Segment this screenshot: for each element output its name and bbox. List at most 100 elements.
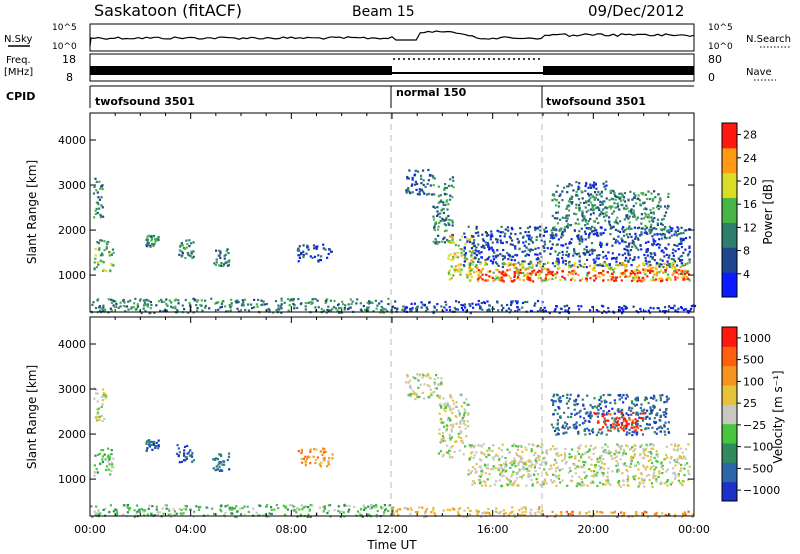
echo-cell-0-1-30: [97, 248, 101, 252]
echo-cell-1-11-199: [648, 478, 651, 482]
echo-cell-0-6-218: [196, 307, 199, 310]
echo-cell-0-15-240: [575, 206, 578, 209]
echo-cell-0-4-22: [227, 252, 230, 255]
echo-cell-1-6-219: [115, 510, 118, 513]
echo-cell-0-5-8: [307, 248, 310, 251]
echo-cell-0-13-216: [573, 264, 576, 267]
echo-cell-0-10-42: [437, 185, 440, 188]
echo-cell-1-11-468: [617, 445, 621, 448]
echo-cell-1-12-139: [636, 422, 639, 426]
echo-cell-0-6-227: [355, 302, 358, 305]
echo-cell-1-8-12: [658, 515, 661, 518]
echo-cell-0-10-70: [448, 198, 452, 201]
echo-cell-0-14-24: [678, 269, 681, 272]
nave-tick-bottom: 0: [708, 71, 715, 84]
echo-cell-0-12-140: [578, 255, 581, 258]
echo-cell-0-0-10: [99, 187, 102, 190]
echo-cell-1-11-292: [561, 479, 564, 482]
echo-cell-0-12-8: [623, 234, 626, 237]
echo-cell-0-15-116: [636, 197, 639, 200]
echo-cell-0-13-66: [644, 273, 647, 276]
echo-cell-0-7-114: [496, 300, 499, 303]
echo-cell-0-12-556: [650, 252, 653, 255]
echo-cell-1-11-29: [673, 444, 677, 448]
echo-cell-0-14-75: [510, 280, 513, 283]
echo-cell-0-13-17: [617, 264, 620, 267]
echo-cell-1-13-38: [623, 417, 626, 420]
echo-cell-0-15-247: [662, 217, 665, 220]
echo-cell-1-11-431: [611, 457, 614, 460]
echo-cell-1-6-6: [345, 504, 348, 507]
echo-cell-0-15-256: [613, 191, 616, 194]
echo-cell-0-11-24: [468, 250, 471, 253]
echo-cell-1-3-18: [178, 461, 181, 464]
echo-cell-1-5-36: [318, 463, 321, 466]
echo-cell-0-6-250: [320, 307, 323, 311]
echo-cell-0-12-423: [659, 233, 662, 236]
echo-cell-1-6-62: [173, 514, 176, 517]
echo-cell-1-11-502: [498, 479, 501, 482]
echo-cell-1-12-60: [575, 398, 578, 401]
echo-cell-1-11-67: [666, 456, 669, 459]
echo-cell-0-13-255: [538, 262, 541, 265]
echo-cell-0-12-237: [655, 227, 658, 231]
echo-cell-1-11-456: [607, 482, 610, 485]
echo-cell-1-11-114: [616, 464, 620, 467]
echo-cell-0-12-199: [592, 233, 595, 236]
echo-cell-1-12-115: [605, 400, 608, 403]
echo-cell-0-1-26: [100, 239, 103, 242]
echo-cell-1-2-21: [147, 439, 151, 442]
echo-cell-0-6-197: [170, 301, 173, 304]
echo-cell-0-15-1: [566, 222, 569, 226]
echo-cell-0-12-190: [631, 245, 634, 248]
echo-cell-1-11-125: [630, 455, 633, 458]
echo-cell-1-12-94: [599, 396, 602, 400]
echo-cell-0-6-84: [307, 301, 310, 304]
echo-cell-0-15-100: [659, 205, 662, 208]
echo-cell-0-7-70: [425, 309, 428, 313]
echo-cell-1-9-10: [436, 394, 439, 397]
echo-cell-0-12-481: [612, 237, 615, 240]
echo-cell-1-12-282: [597, 404, 600, 407]
echo-cell-1-11-284: [584, 445, 587, 448]
echo-cell-0-12-284: [543, 230, 546, 233]
echo-cell-1-11-47: [538, 458, 541, 461]
echo-cell-1-11-334: [563, 458, 566, 461]
echo-cell-0-6-51: [230, 298, 233, 301]
echo-cell-0-12-500: [608, 263, 611, 266]
echo-cell-1-10-83: [465, 435, 468, 438]
echo-cell-0-6-128: [165, 309, 168, 312]
echo-cell-0-14-98: [680, 272, 683, 275]
echo-cell-1-12-260: [640, 403, 643, 406]
echo-cell-0-12-196: [678, 242, 681, 246]
echo-cell-0-4-27: [226, 260, 229, 263]
echo-cell-0-7-0: [475, 303, 478, 306]
echo-cell-0-12-449: [665, 237, 668, 240]
echo-cell-0-12-412: [524, 254, 527, 257]
cb-tick-label-0-4: 20: [743, 175, 757, 188]
echo-cell-0-13-90: [503, 262, 506, 265]
echo-cell-1-7-70: [476, 510, 479, 513]
echo-cell-0-6-177: [309, 301, 312, 304]
echo-cell-0-15-263: [601, 212, 604, 215]
echo-cell-0-12-456: [484, 241, 487, 244]
echo-cell-0-7-93: [512, 300, 515, 303]
echo-cell-1-11-89: [615, 464, 618, 467]
echo-cell-0-14-41: [606, 271, 609, 274]
echo-cell-1-9-52: [422, 374, 425, 377]
echo-cell-0-3-17: [188, 245, 191, 248]
echo-cell-0-12-74: [534, 228, 537, 232]
echo-cell-0-12-595: [628, 242, 631, 245]
echo-cell-1-12-74: [590, 414, 593, 417]
echo-cell-0-13-111: [484, 261, 487, 264]
echo-cell-0-6-296: [349, 306, 352, 309]
echo-cell-0-10-14: [451, 221, 454, 224]
echo-cell-1-0-5: [100, 405, 103, 408]
echo-cell-1-13-56: [619, 426, 622, 429]
echo-cell-0-8-44: [607, 307, 610, 310]
echo-cell-1-11-466: [558, 474, 561, 477]
echo-cell-0-1-12: [106, 242, 109, 245]
echo-cell-0-12-133: [604, 228, 607, 231]
echo-cell-0-12-132: [663, 255, 666, 258]
echo-cell-0-15-120: [614, 206, 617, 209]
